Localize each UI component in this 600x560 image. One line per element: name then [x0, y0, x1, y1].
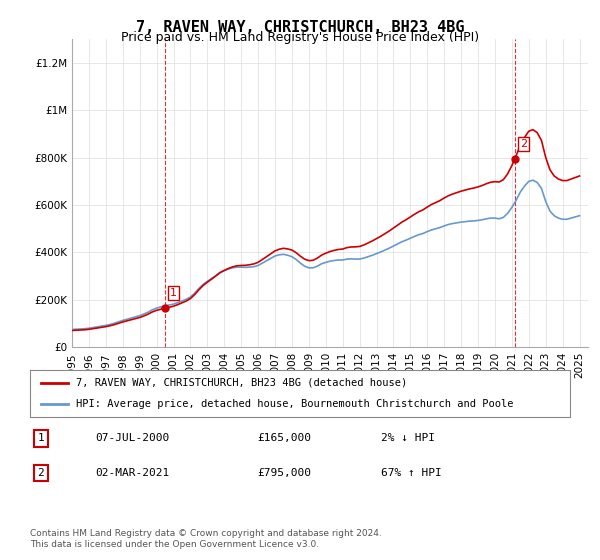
Text: £795,000: £795,000: [257, 468, 311, 478]
Text: 02-MAR-2021: 02-MAR-2021: [95, 468, 169, 478]
Text: 7, RAVEN WAY, CHRISTCHURCH, BH23 4BG (detached house): 7, RAVEN WAY, CHRISTCHURCH, BH23 4BG (de…: [76, 378, 407, 388]
Text: 07-JUL-2000: 07-JUL-2000: [95, 433, 169, 444]
Text: 1: 1: [37, 433, 44, 444]
Text: 2: 2: [37, 468, 44, 478]
Text: 67% ↑ HPI: 67% ↑ HPI: [381, 468, 442, 478]
Text: 1: 1: [170, 288, 177, 298]
Text: 2: 2: [520, 139, 527, 149]
Text: Price paid vs. HM Land Registry's House Price Index (HPI): Price paid vs. HM Land Registry's House …: [121, 31, 479, 44]
Text: HPI: Average price, detached house, Bournemouth Christchurch and Poole: HPI: Average price, detached house, Bour…: [76, 399, 514, 409]
Text: 2% ↓ HPI: 2% ↓ HPI: [381, 433, 435, 444]
Text: 7, RAVEN WAY, CHRISTCHURCH, BH23 4BG: 7, RAVEN WAY, CHRISTCHURCH, BH23 4BG: [136, 20, 464, 35]
Text: Contains HM Land Registry data © Crown copyright and database right 2024.
This d: Contains HM Land Registry data © Crown c…: [30, 529, 382, 549]
Text: £165,000: £165,000: [257, 433, 311, 444]
